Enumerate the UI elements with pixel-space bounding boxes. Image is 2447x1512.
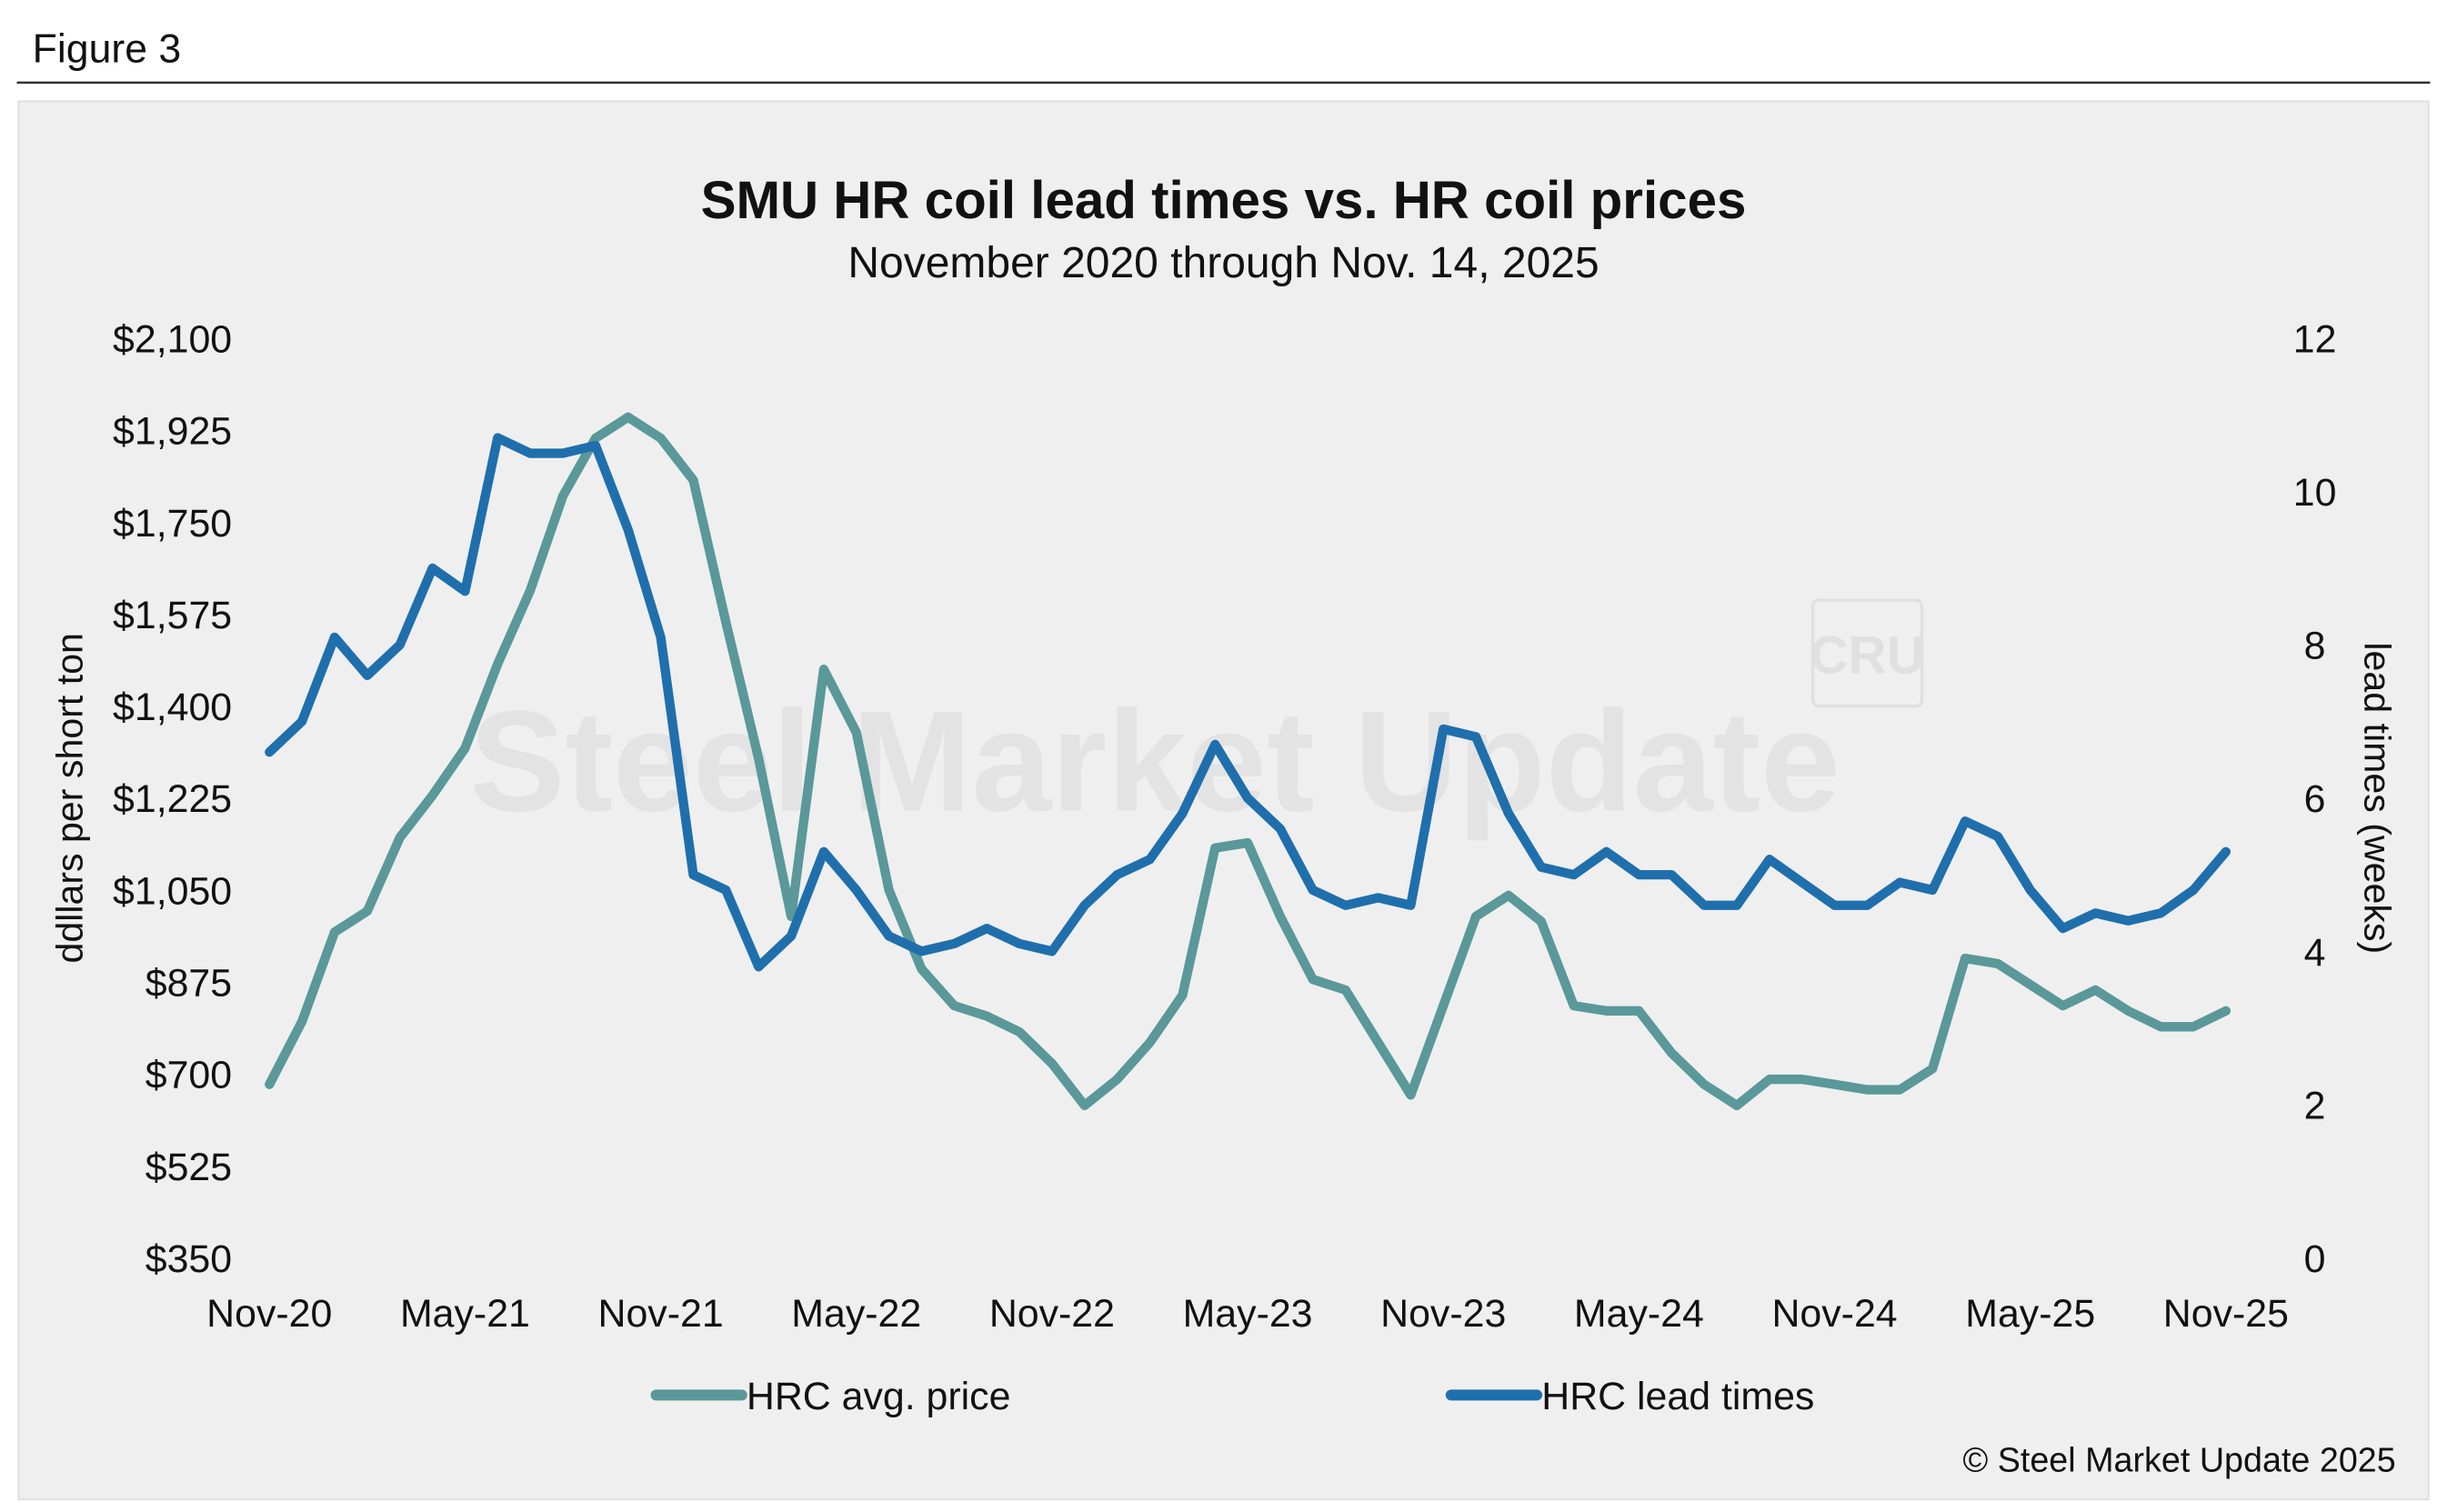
series-line [265, 412, 2231, 1111]
y-tick-label: $875 [145, 962, 232, 1006]
y2-tick-label: 6 [2304, 777, 2326, 821]
legend-label: HRC lead times [1541, 1375, 1814, 1418]
y-tick-label: $1,050 [113, 869, 232, 913]
chart-title: SMU HR coil lead times vs. HR coil price… [701, 171, 1747, 230]
x-tick-label: Nov-23 [1380, 1292, 1506, 1336]
watermark-logo: CRU [1810, 626, 1924, 686]
x-tick-label: May-25 [1965, 1292, 2095, 1336]
y2-axis-label: lead times (weeks) [2356, 642, 2398, 954]
y2-tick-label: 2 [2304, 1084, 2326, 1127]
y-tick-label: $1,225 [113, 777, 232, 821]
watermark-logo-box [1810, 598, 1924, 708]
series-line [265, 433, 2231, 972]
x-tick-label: May-23 [1183, 1292, 1313, 1336]
y2-tick-label: 4 [2304, 931, 2326, 975]
y-axis-label: ddllars per short ton [49, 633, 91, 963]
x-tick-label: May-24 [1574, 1292, 1704, 1336]
chart-panel [17, 100, 2430, 1501]
y-tick-label: $2,100 [113, 317, 232, 361]
x-tick-label: Nov-20 [206, 1292, 332, 1336]
y-tick-label: $350 [145, 1237, 232, 1281]
y-tick-label: $1,575 [113, 594, 232, 637]
chart-subtitle: November 2020 through Nov. 14, 2025 [847, 239, 1599, 287]
y2-tick-label: 12 [2293, 317, 2337, 361]
y-tick-label: $525 [145, 1146, 232, 1189]
y2-tick-label: 0 [2304, 1237, 2326, 1281]
x-tick-label: Nov-21 [598, 1292, 724, 1336]
x-tick-label: Nov-25 [2163, 1292, 2289, 1336]
watermark: Steel Market Update [469, 682, 1840, 842]
x-tick-label: Nov-24 [1771, 1292, 1897, 1336]
y2-tick-label: 8 [2304, 625, 2326, 668]
legend-label: HRC avg. price [747, 1375, 1011, 1418]
x-tick-label: May-21 [400, 1292, 530, 1336]
copyright: © Steel Market Update 2025 [1962, 1440, 2395, 1478]
y-tick-label: $700 [145, 1054, 232, 1097]
y-tick-label: $1,925 [113, 410, 232, 454]
x-tick-label: Nov-22 [989, 1292, 1115, 1336]
figure-label: Figure 3 [33, 27, 181, 72]
y-tick-label: $1,400 [113, 686, 232, 729]
y-tick-label: $1,750 [113, 502, 232, 546]
y2-tick-label: 10 [2293, 471, 2337, 515]
x-tick-label: May-22 [791, 1292, 921, 1336]
